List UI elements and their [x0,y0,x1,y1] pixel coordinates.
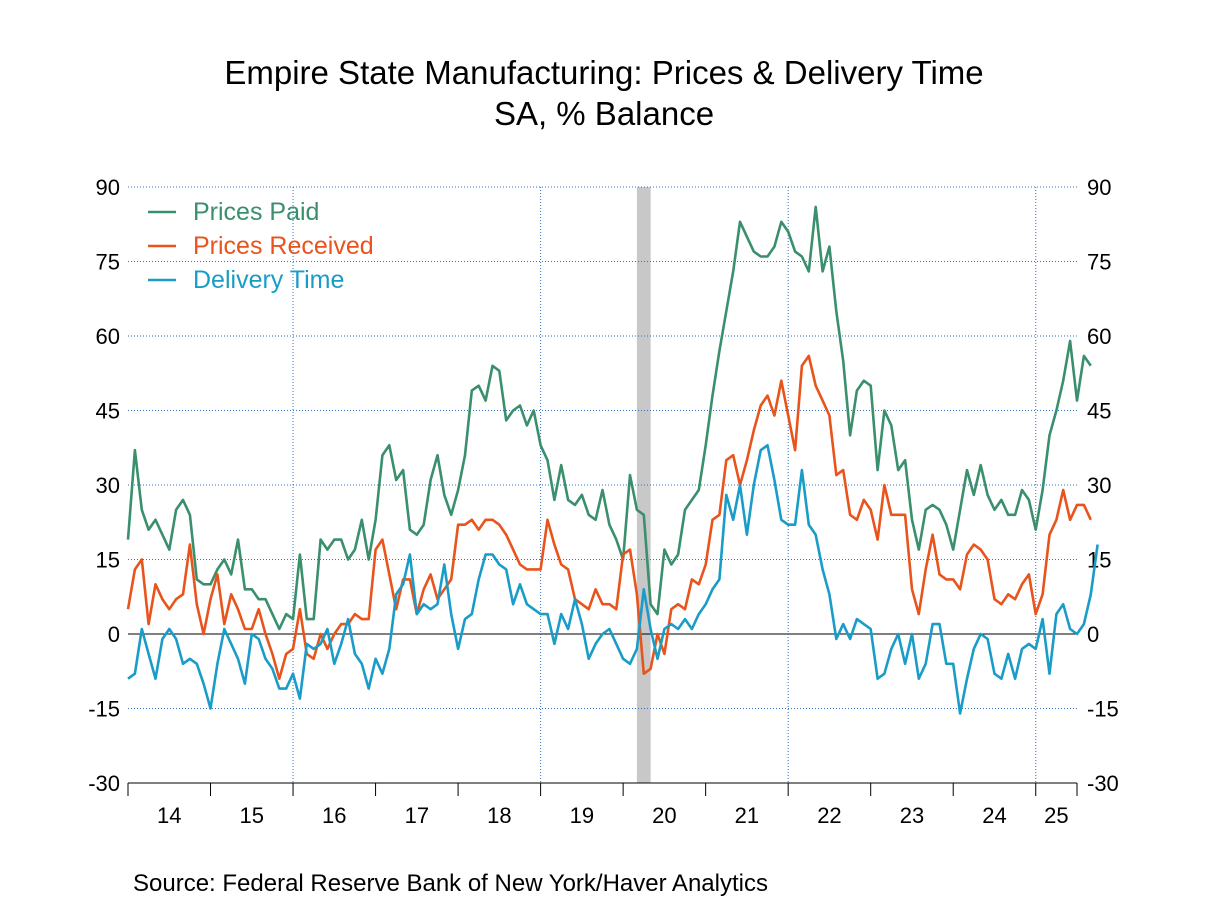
x-tick-label: 19 [570,803,594,828]
y-tick-label-right: 60 [1087,324,1111,349]
y-tick-label-right: -15 [1087,697,1119,722]
chart-subtitle: SA, % Balance [493,95,715,132]
x-tick-label: 22 [817,803,841,828]
y-tick-label-left: 30 [96,473,120,498]
y-tick-label-right: 90 [1087,175,1111,200]
y-tick-label-right: 75 [1087,250,1111,275]
y-tick-label-left: -30 [88,771,120,796]
legend-label: Delivery Time [193,266,344,294]
x-tick-label: 18 [487,803,511,828]
x-tick-label: 21 [735,803,759,828]
y-tick-label-right: 15 [1087,548,1111,573]
y-tick-label-left: 15 [96,548,120,573]
x-tick-label: 14 [157,803,181,828]
x-tick-label: 25 [1044,803,1068,828]
y-tick-label-left: 45 [96,399,120,424]
series-line-prices-paid [126,205,1092,631]
y-tick-label-left: 0 [108,622,120,647]
y-tick-label-left: 75 [96,250,120,275]
y-tick-label-right: 45 [1087,399,1111,424]
y-tick-label-right: 0 [1087,622,1099,647]
y-tick-label-left: 90 [96,175,120,200]
series-line-delivery-time [127,443,1099,715]
x-tick-label: 16 [322,803,346,828]
chart-title: Empire State Manufacturing: Prices & Del… [224,54,984,91]
x-tick-label: 17 [405,803,429,828]
y-tick-label-left: 60 [96,324,120,349]
x-tick-label: 23 [900,803,924,828]
x-tick-label: 15 [240,803,264,828]
y-tick-label-right: -30 [1087,771,1119,796]
x-tick-label: 24 [982,803,1006,828]
y-tick-label-right: 30 [1087,473,1111,498]
legend-label: Prices Paid [193,198,319,226]
x-tick-label: 20 [652,803,676,828]
series-line-prices-received [126,354,1092,681]
legend-label: Prices Received [193,232,374,260]
source-note: Source: Federal Reserve Bank of New York… [133,870,768,897]
y-tick-label-left: -15 [88,697,120,722]
